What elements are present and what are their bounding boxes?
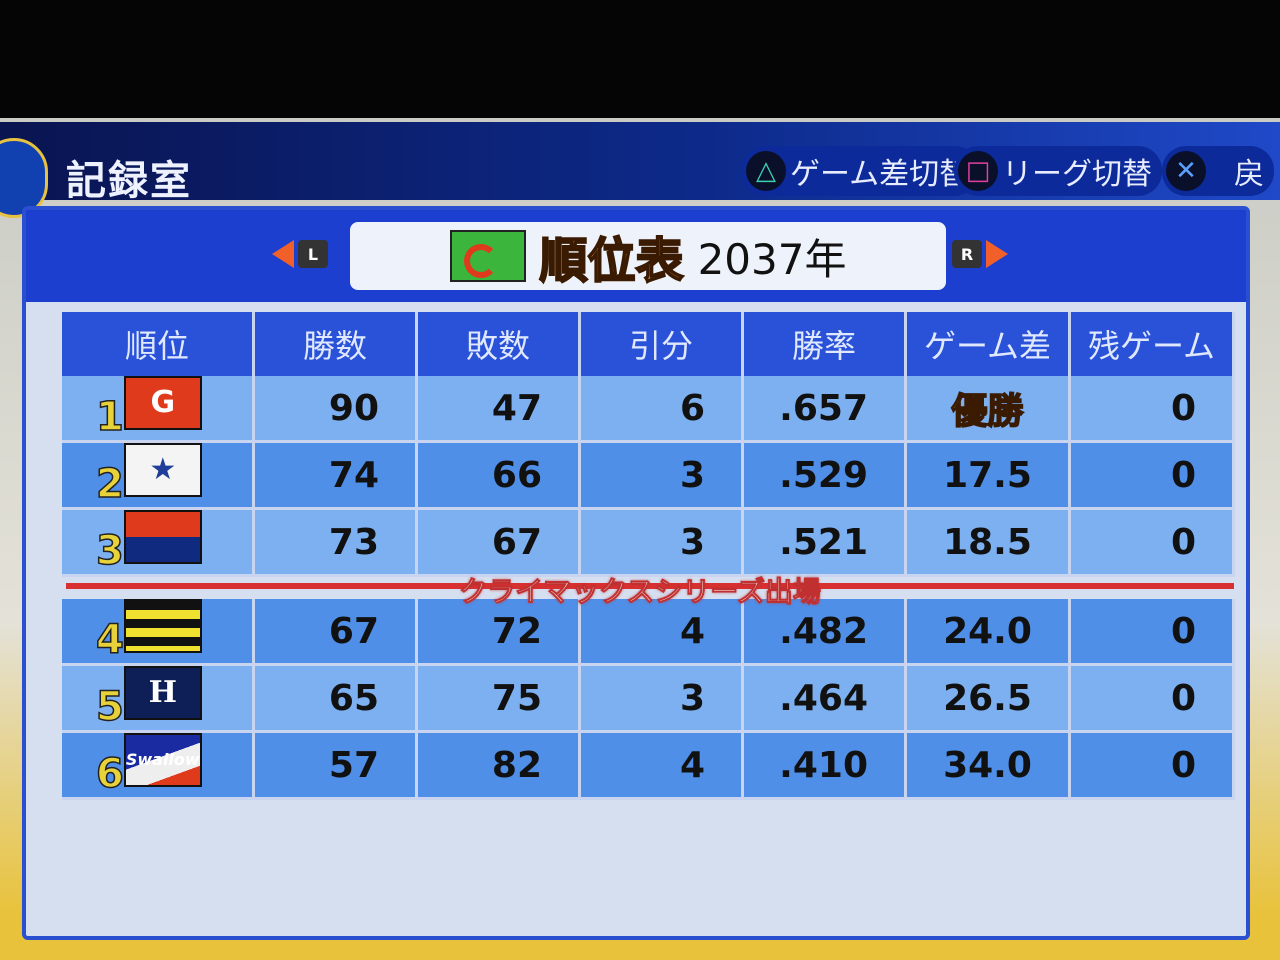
back-button[interactable]: ✕ 戻: [1162, 146, 1274, 196]
games-behind-cell: 17.5: [907, 443, 1071, 510]
climax-series-cutoff-line: [66, 583, 1234, 589]
pct-cell: .529: [744, 443, 907, 510]
team-logo-icon: Swallows: [123, 733, 202, 787]
rank-cell: 6 Swallows: [62, 733, 255, 800]
title-box: 順位表 2037年: [350, 222, 946, 290]
col-pct: 勝率: [744, 312, 907, 376]
next-page-button[interactable]: R: [952, 240, 1008, 268]
l-key: L: [298, 240, 328, 268]
losses-cell: 66: [418, 443, 581, 510]
rank-cell: 3: [62, 510, 255, 577]
col-games-behind: ゲーム差: [907, 312, 1071, 376]
wins-cell: 65: [255, 666, 418, 733]
games-behind-cell: 18.5: [907, 510, 1071, 577]
col-rank: 順位: [62, 312, 255, 376]
losses-cell: 72: [418, 599, 581, 666]
back-label: 戻: [1234, 157, 1264, 192]
losses-cell: 82: [418, 733, 581, 800]
standings-title: 順位表: [539, 232, 685, 290]
pct-cell: .482: [744, 599, 907, 666]
remaining-cell: 0: [1071, 510, 1235, 577]
pct-cell: .521: [744, 510, 907, 577]
losses-cell: 75: [418, 666, 581, 733]
square-icon: □: [958, 151, 998, 191]
team-logo-icon: H: [123, 666, 202, 720]
rank-cell: 4: [62, 599, 255, 666]
screen-bezel: [0, 0, 1280, 118]
wins-cell: 74: [255, 443, 418, 510]
pct-cell: .657: [744, 376, 907, 443]
league-flag-icon: [449, 230, 526, 282]
table-header: 順位 勝数 敗数 引分 勝率 ゲーム差 残ゲーム: [62, 312, 1235, 376]
draws-cell: 6: [581, 376, 744, 443]
cross-icon: ✕: [1166, 151, 1206, 191]
rank-number: 1: [95, 393, 124, 441]
games-behind-cell: 優勝: [907, 376, 1071, 443]
arrow-left-icon: [272, 240, 294, 268]
team-logo-icon: [123, 599, 202, 653]
losses-cell: 67: [418, 510, 581, 577]
wins-cell: 90: [255, 376, 418, 443]
wins-cell: 57: [255, 733, 418, 800]
season-year: 2037年: [697, 234, 847, 284]
triangle-icon: △: [746, 151, 786, 191]
button-label: ゲーム差切替: [790, 157, 970, 192]
losses-cell: 47: [418, 376, 581, 443]
draws-cell: 3: [581, 666, 744, 733]
prev-page-button[interactable]: L: [272, 240, 328, 268]
team-logo-icon: ★: [123, 443, 202, 497]
climax-series-label: クライマックスシリーズ出場: [459, 575, 822, 609]
button-label: リーグ切替: [1002, 157, 1152, 192]
col-losses: 敗数: [418, 312, 581, 376]
rank-number: 6: [95, 750, 124, 798]
rank-cell: 2 ★: [62, 443, 255, 510]
team-logo-icon: G: [123, 376, 202, 430]
wins-cell: 67: [255, 599, 418, 666]
col-wins: 勝数: [255, 312, 418, 376]
games-behind-cell: 26.5: [907, 666, 1071, 733]
remaining-cell: 0: [1071, 599, 1235, 666]
toggle-league-button[interactable]: □ リーグ切替: [954, 146, 1162, 196]
draws-cell: 3: [581, 443, 744, 510]
remaining-cell: 0: [1071, 666, 1235, 733]
table-row[interactable]: 4 67 72 4 .482 24.0 0: [62, 599, 1235, 666]
team-logo-icon: [123, 510, 202, 564]
table-row[interactable]: 2 ★ 74 66 3 .529 17.5 0: [62, 443, 1235, 510]
arrow-right-icon: [986, 240, 1008, 268]
draws-cell: 4: [581, 733, 744, 800]
pct-cell: .464: [744, 666, 907, 733]
pct-cell: .410: [744, 733, 907, 800]
col-draws: 引分: [581, 312, 744, 376]
r-key: R: [952, 240, 982, 268]
remaining-cell: 0: [1071, 733, 1235, 800]
wins-cell: 73: [255, 510, 418, 577]
rank-number: 5: [95, 683, 124, 731]
draws-cell: 4: [581, 599, 744, 666]
toggle-games-behind-button[interactable]: △ ゲーム差切替: [742, 146, 980, 196]
remaining-cell: 0: [1071, 376, 1235, 443]
rank-number: 3: [95, 527, 124, 575]
games-behind-cell: 34.0: [907, 733, 1071, 800]
rank-number: 4: [95, 616, 124, 664]
page-title: 記録室: [66, 158, 192, 204]
games-behind-cell: 24.0: [907, 599, 1071, 666]
table-row[interactable]: 6 Swallows 57 82 4 .410 34.0 0: [62, 733, 1235, 800]
table-row[interactable]: 3 73 67 3 .521 18.5 0: [62, 510, 1235, 577]
rank-number: 2: [95, 460, 124, 508]
remaining-cell: 0: [1071, 443, 1235, 510]
col-remaining: 残ゲーム: [1071, 312, 1235, 376]
draws-cell: 3: [581, 510, 744, 577]
